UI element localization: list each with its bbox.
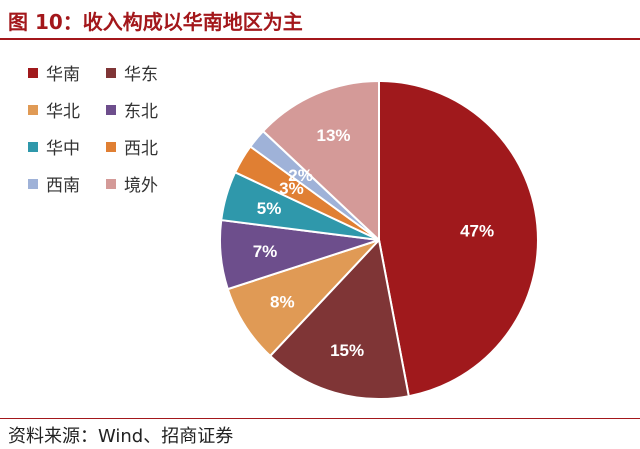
slice-data-label-4: 5%: [257, 199, 282, 218]
legend-swatch: [106, 141, 116, 152]
footer-divider: [0, 418, 640, 419]
legend-item-xinan: 西南: [28, 171, 80, 196]
legend-label: 华南: [46, 65, 80, 85]
legend-item-huazhong: 华中: [28, 134, 80, 159]
legend-swatch: [28, 67, 38, 78]
legend-label: 华东: [124, 65, 158, 85]
legend-swatch: [28, 178, 38, 189]
pie-slice-0: [378, 79, 539, 398]
legend-label: 华北: [46, 102, 80, 122]
legend-label: 东北: [124, 102, 158, 122]
legend-swatch: [106, 104, 116, 115]
slice-data-label-3: 7%: [253, 242, 278, 261]
legend-item-xibei: 西北: [106, 134, 158, 159]
slice-data-label-0: 47%: [460, 222, 494, 241]
legend-swatch: [106, 178, 116, 189]
legend-item-dongbei: 东北: [106, 97, 158, 122]
pie-slice-1: [268, 237, 410, 400]
legend-item-huadong: 华东: [106, 60, 158, 85]
legend-item-jingwai: 境外: [106, 171, 158, 196]
slice-data-label-6: 2%: [288, 166, 313, 185]
legend-swatch: [28, 141, 38, 152]
slice-data-label-2: 8%: [270, 292, 295, 311]
legend-label: 西北: [124, 139, 158, 159]
legend-label: 西南: [46, 176, 80, 196]
legend-label: 境外: [124, 176, 158, 196]
legend-swatch: [28, 104, 38, 115]
legend-item-huabei: 华北: [28, 97, 80, 122]
slice-data-label-5: 3%: [279, 179, 304, 198]
slice-data-label-1: 15%: [330, 341, 364, 360]
figure-title: 图 10：收入构成以华南地区为主: [8, 10, 303, 34]
source-note: 资料来源：Wind、招商证券: [8, 426, 234, 447]
slice-data-label-7: 13%: [316, 126, 350, 145]
title-divider: [0, 38, 640, 40]
pie-slice-7: [261, 79, 380, 243]
legend-label: 华中: [46, 139, 80, 159]
legend-item-huanan: 华南: [28, 60, 80, 85]
legend-swatch: [106, 67, 116, 78]
